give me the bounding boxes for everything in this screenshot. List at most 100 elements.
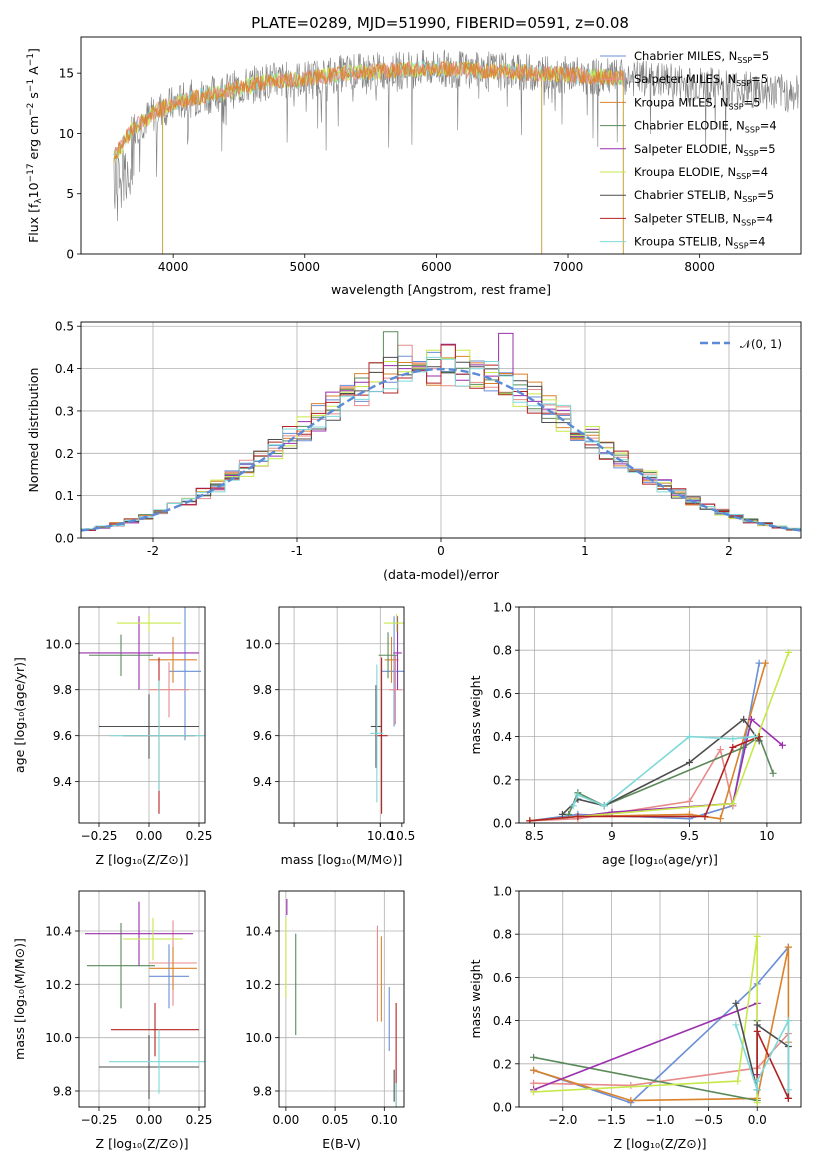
mass-weight-marker [753, 1021, 761, 1029]
y-tick-label: 10.0 [45, 1031, 72, 1045]
x-tick-label: 8000 [684, 260, 715, 274]
y-tick-label: 0.8 [493, 928, 512, 942]
y-axis-label: Normed distribution [26, 368, 41, 493]
mass-weight-line [529, 663, 760, 822]
mass-weight-line [756, 1031, 790, 1099]
mass-weight-marker [729, 743, 737, 751]
mass-weight-marker [729, 800, 737, 808]
mass_vs_ebv-plot-area [285, 899, 397, 1107]
axes-frame [518, 890, 802, 1108]
massweight_vs_Z-panel: −2.0 −1.5 −1.0 −0.5 0.0 0.0 0.2 0.4 0.6 0.8 1.0 Z [… [468, 885, 802, 1151]
mass-weight-marker [761, 659, 769, 667]
mass_vs_ebv-panel: 0.00 0.05 0.10 9.8 10.0 10.2 10.4 E(B-V) [245, 890, 405, 1151]
y-tick-label: 9.8 [253, 683, 272, 697]
x-axis-label: wavelength [Angstrom, rest frame] [331, 282, 551, 297]
mass-weight-marker [685, 759, 693, 767]
mass-weight-marker [729, 735, 737, 743]
mass-weight-marker [734, 1077, 742, 1085]
mass-weight-marker [753, 1077, 761, 1085]
mass-weight-line [533, 946, 790, 1104]
x-tick-label: 0.25 [186, 1113, 213, 1127]
y-tick-label: 9.8 [53, 1085, 72, 1099]
mass-weight-marker [784, 1017, 792, 1025]
mass-weight-line [572, 735, 755, 807]
mass-weight-marker [530, 1079, 538, 1087]
y-tick-label: 0.8 [493, 644, 512, 658]
y-axis-label: mass weight [468, 959, 483, 1038]
x-axis-label: mass [log₁₀(M/M⊙)] [281, 852, 403, 867]
x-tick-label: 0.25 [186, 829, 213, 843]
mass-weight-marker [526, 817, 534, 823]
legend-label: Kroupa ELODIE, NSSP=4 [634, 165, 768, 181]
mass-weight-marker [685, 733, 693, 741]
y-tick-label: 0.0 [55, 532, 74, 546]
y-tick-label: 0 [66, 248, 74, 262]
residual-histogram [81, 356, 801, 538]
legend-label: Kroupa MILES, NSSP=5 [634, 95, 760, 111]
massweight_vs_age-plot-area [526, 648, 793, 823]
mass-weight-marker [608, 808, 616, 816]
mass-weight-line [533, 947, 790, 1102]
y-axis-label: mass [log₁₀(M/M⊙)] [12, 938, 27, 1060]
legend-label: Kroupa STELIB, NSSP=4 [634, 235, 765, 251]
x-tick-label: -1 [291, 544, 303, 558]
normal-curve [81, 367, 801, 532]
mass-weight-line [735, 1020, 790, 1090]
mass_vs_Z-plot-area [85, 901, 205, 1099]
x-tick-label: 7000 [553, 260, 584, 274]
y-tick-label: 10.4 [45, 925, 72, 939]
x-tick-label: 8.5 [525, 829, 544, 843]
x-tick-label: 0.00 [136, 829, 163, 843]
x-tick-label: 9.5 [680, 829, 699, 843]
mass-weight-marker [785, 648, 793, 656]
axes-frame [78, 890, 206, 1108]
model-spectrum [113, 60, 624, 163]
y-axis-label: age [log₁₀(age/yr)] [12, 657, 27, 773]
x-tick-label: 5000 [289, 260, 320, 274]
mass-weight-marker [753, 1027, 761, 1035]
x-axis-label: (data-model)/error [383, 567, 500, 582]
mass-weight-line [533, 936, 759, 1103]
y-tick-label: 0.5 [55, 320, 74, 334]
mass-weight-marker [530, 1053, 538, 1061]
x-tick-label: 0.00 [273, 1113, 300, 1127]
axes-frame [278, 890, 405, 1108]
x-axis-label: age [log₁₀(age/yr)] [602, 852, 718, 867]
y-tick-label: 10.4 [245, 925, 272, 939]
mass-weight-marker [701, 813, 709, 821]
mass-weight-marker [716, 746, 724, 754]
mass-weight-marker [627, 1097, 635, 1105]
mass-weight-marker [716, 815, 724, 823]
mass-weight-marker [600, 802, 608, 810]
mass-weight-marker [784, 1086, 792, 1094]
age_vs_Z-panel: −0.25 0.00 0.25 9.4 9.6 9.8 10.0 Z [log₁₀(Z/Z⊙)… [12, 606, 213, 867]
x-tick-label: 0 [437, 544, 445, 558]
x-tick-label: −1.5 [597, 1113, 626, 1127]
legend-label: Salpeter ELODIE, NSSP=5 [634, 142, 776, 158]
residuals-plot-area [81, 331, 801, 538]
y-tick-label: 0.4 [55, 362, 74, 376]
massweight_vs_Z-plot-area [530, 932, 792, 1107]
legend-label: Salpeter MILES, NSSP=5 [634, 72, 768, 88]
mass-weight-marker [685, 797, 693, 805]
x-tick-label: −2.0 [548, 1113, 577, 1127]
x-tick-label: 10.0 [367, 829, 394, 843]
y-tick-label: 9.6 [53, 729, 72, 743]
legend-label: Chabrier STELIB, NSSP=5 [634, 188, 774, 204]
mass-weight-marker [747, 715, 755, 723]
massweight_vs_age-panel: 8.5 9 9.5 10 0.0 0.2 0.4 0.6 0.8 1.0 age [log₁₀(ag… [468, 601, 802, 867]
y-tick-label: 10.0 [245, 637, 272, 651]
mass-weight-marker [769, 769, 777, 777]
y-tick-label: 0.2 [55, 447, 74, 461]
mass-weight-marker [755, 659, 763, 667]
x-tick-label: −0.5 [694, 1113, 723, 1127]
legend-label: Chabrier ELODIE, NSSP=4 [634, 119, 777, 135]
y-tick-label: 9.8 [53, 683, 72, 697]
mass-weight-line [533, 1002, 759, 1091]
mass-weight-marker [778, 741, 786, 749]
axes-frame [78, 606, 206, 824]
mass-weight-line [567, 735, 774, 815]
y-tick-label: 0.3 [55, 404, 74, 418]
mass-weight-marker [753, 932, 761, 940]
